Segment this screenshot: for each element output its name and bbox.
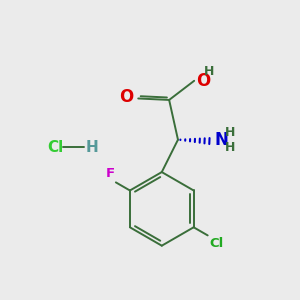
Text: O: O	[119, 88, 133, 106]
Text: H: H	[204, 65, 215, 79]
Text: H: H	[85, 140, 98, 154]
Text: H: H	[225, 126, 235, 140]
Text: F: F	[105, 167, 114, 180]
Text: H: H	[225, 141, 235, 154]
Text: Cl: Cl	[47, 140, 63, 154]
Text: Cl: Cl	[209, 237, 224, 250]
Text: N: N	[215, 131, 229, 149]
Text: O: O	[196, 72, 210, 90]
